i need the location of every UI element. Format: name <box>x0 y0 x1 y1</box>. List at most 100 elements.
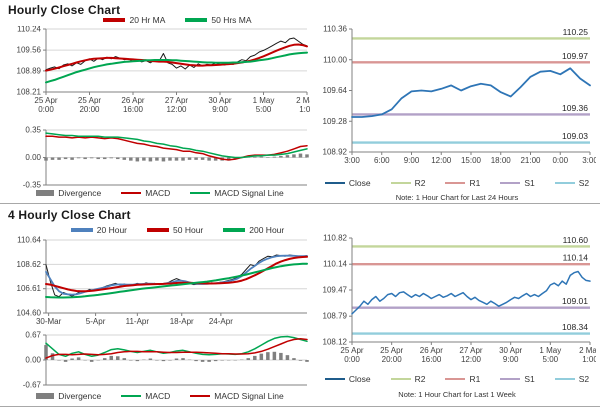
hourly-sr-legend: Close R2 R1 S1 S2 <box>318 178 596 188</box>
svg-text:109.56: 109.56 <box>17 46 42 55</box>
legend-label: MACD <box>145 391 171 401</box>
line-swatch-icon <box>147 228 170 232</box>
legend-item-20-hour: 20 Hour <box>70 225 127 235</box>
svg-text:110.24: 110.24 <box>17 26 41 34</box>
bar-swatch-icon <box>36 393 55 399</box>
line-swatch-icon <box>390 378 411 380</box>
line-swatch-icon <box>554 378 575 380</box>
legend-label: 50 Hrs MA <box>211 15 252 25</box>
line-swatch-icon <box>190 192 211 194</box>
svg-text:0:00: 0:00 <box>552 156 568 165</box>
svg-text:108.89: 108.89 <box>17 66 42 75</box>
svg-text:110.82: 110.82 <box>323 234 347 243</box>
line-swatch-icon <box>121 395 142 397</box>
line-swatch-icon <box>445 182 466 184</box>
hourly-price-legend: 20 Hr MA 50 Hrs MA <box>45 15 310 25</box>
four-hourly-chart-title: 4 Hourly Close Chart <box>8 208 131 222</box>
svg-text:109.28: 109.28 <box>323 117 348 126</box>
legend-label: Close <box>348 178 371 188</box>
svg-text:108.12: 108.12 <box>323 338 348 347</box>
four-hourly-price-legend: 20 Hour 50 Hour 200 Hour <box>45 225 310 235</box>
legend-item-s2: S2 <box>554 178 589 188</box>
line-swatch-icon <box>390 182 411 184</box>
legend-item-s1: S1 <box>500 178 535 188</box>
legend-item-macd: MACD <box>121 188 170 198</box>
legend-label: R2 <box>414 178 426 188</box>
hourly-chart-title: Hourly Close Chart <box>8 3 121 17</box>
weekly-sr-legend: Close R2 R1 S1 S2 <box>318 374 596 384</box>
svg-text:2 May1:00: 2 May1:00 <box>296 96 310 114</box>
svg-text:15:00: 15:00 <box>461 156 482 165</box>
hourly-macd-legend: Divergence MACD MACD Signal Line <box>10 188 310 198</box>
svg-text:-0.67: -0.67 <box>23 381 42 390</box>
svg-text:108.21: 108.21 <box>17 88 42 97</box>
line-swatch-icon <box>103 18 126 22</box>
legend-label: R1 <box>469 374 481 384</box>
line-swatch-icon <box>554 182 575 184</box>
legend-item-50-hrs-ma: 50 Hrs MA <box>185 15 252 25</box>
svg-text:0.35: 0.35 <box>25 126 41 135</box>
legend-item-200-hour: 200 Hour <box>223 225 284 235</box>
section-divider <box>0 203 600 204</box>
line-swatch-icon <box>70 228 93 232</box>
legend-item-r1: R1 <box>445 374 480 384</box>
svg-text:110.25: 110.25 <box>563 27 589 37</box>
svg-text:12:00: 12:00 <box>431 156 452 165</box>
legend-label: Divergence <box>58 391 102 401</box>
legend-label: S1 <box>524 374 535 384</box>
svg-text:2 May1:00: 2 May1:00 <box>579 346 596 364</box>
legend-item-macd-signal-line: MACD Signal Line <box>190 391 284 401</box>
legend-label: Close <box>348 374 371 384</box>
svg-text:5-Apr: 5-Apr <box>86 317 106 326</box>
legend-label: MACD <box>145 188 171 198</box>
svg-text:104.60: 104.60 <box>17 309 42 318</box>
bar-swatch-icon <box>36 190 55 196</box>
svg-text:108.79: 108.79 <box>323 312 348 321</box>
legend-label: 20 Hr MA <box>129 15 166 25</box>
hourly-close-chart-plot: 110.24 109.56 108.89 108.21 25 Apr 0:00 25 Apr… <box>10 26 310 118</box>
svg-text:21:00: 21:00 <box>520 156 541 165</box>
svg-text:109.64: 109.64 <box>323 86 348 95</box>
legend-item-20-hr-ma: 20 Hr MA <box>103 15 165 25</box>
svg-text:110.64: 110.64 <box>17 236 41 245</box>
line-swatch-icon <box>324 378 345 380</box>
svg-text:108.92: 108.92 <box>323 148 348 157</box>
legend-label: 50 Hour <box>173 225 204 235</box>
legend-item-macd: MACD <box>121 391 170 401</box>
legend-label: S2 <box>578 374 590 384</box>
svg-text:108.62: 108.62 <box>17 260 42 269</box>
legend-item-close: Close <box>324 374 371 384</box>
svg-text:0.00: 0.00 <box>25 356 41 365</box>
svg-text:108.34: 108.34 <box>562 322 588 332</box>
svg-text:110.14: 110.14 <box>563 253 589 263</box>
hourly-support-resistance-plot: 110.25 109.97 109.36 109.03 110.36 110.00 109.… <box>318 24 596 174</box>
svg-text:110.60: 110.60 <box>563 235 589 245</box>
hourly-macd-plot: 0.35 0.00 -0.35 <box>10 124 310 190</box>
weekly-sr-note: Note: 1 Hour Chart for Last 1 Week <box>398 390 516 399</box>
svg-text:0.67: 0.67 <box>25 331 41 340</box>
legend-item-macd-signal-line: MACD Signal Line <box>190 188 284 198</box>
four-hourly-macd-legend: Divergence MACD MACD Signal Line <box>10 391 310 401</box>
svg-text:18-Apr: 18-Apr <box>170 317 194 326</box>
svg-text:-0.35: -0.35 <box>23 181 42 190</box>
legend-item-r2: R2 <box>390 374 425 384</box>
svg-text:110.14: 110.14 <box>323 260 347 269</box>
legend-label: MACD Signal Line <box>214 391 284 401</box>
line-swatch-icon <box>500 378 521 380</box>
svg-text:109.03: 109.03 <box>562 131 588 141</box>
svg-text:110.36: 110.36 <box>323 25 347 34</box>
svg-text:0.00: 0.00 <box>25 153 41 162</box>
legend-item-close: Close <box>324 178 371 188</box>
